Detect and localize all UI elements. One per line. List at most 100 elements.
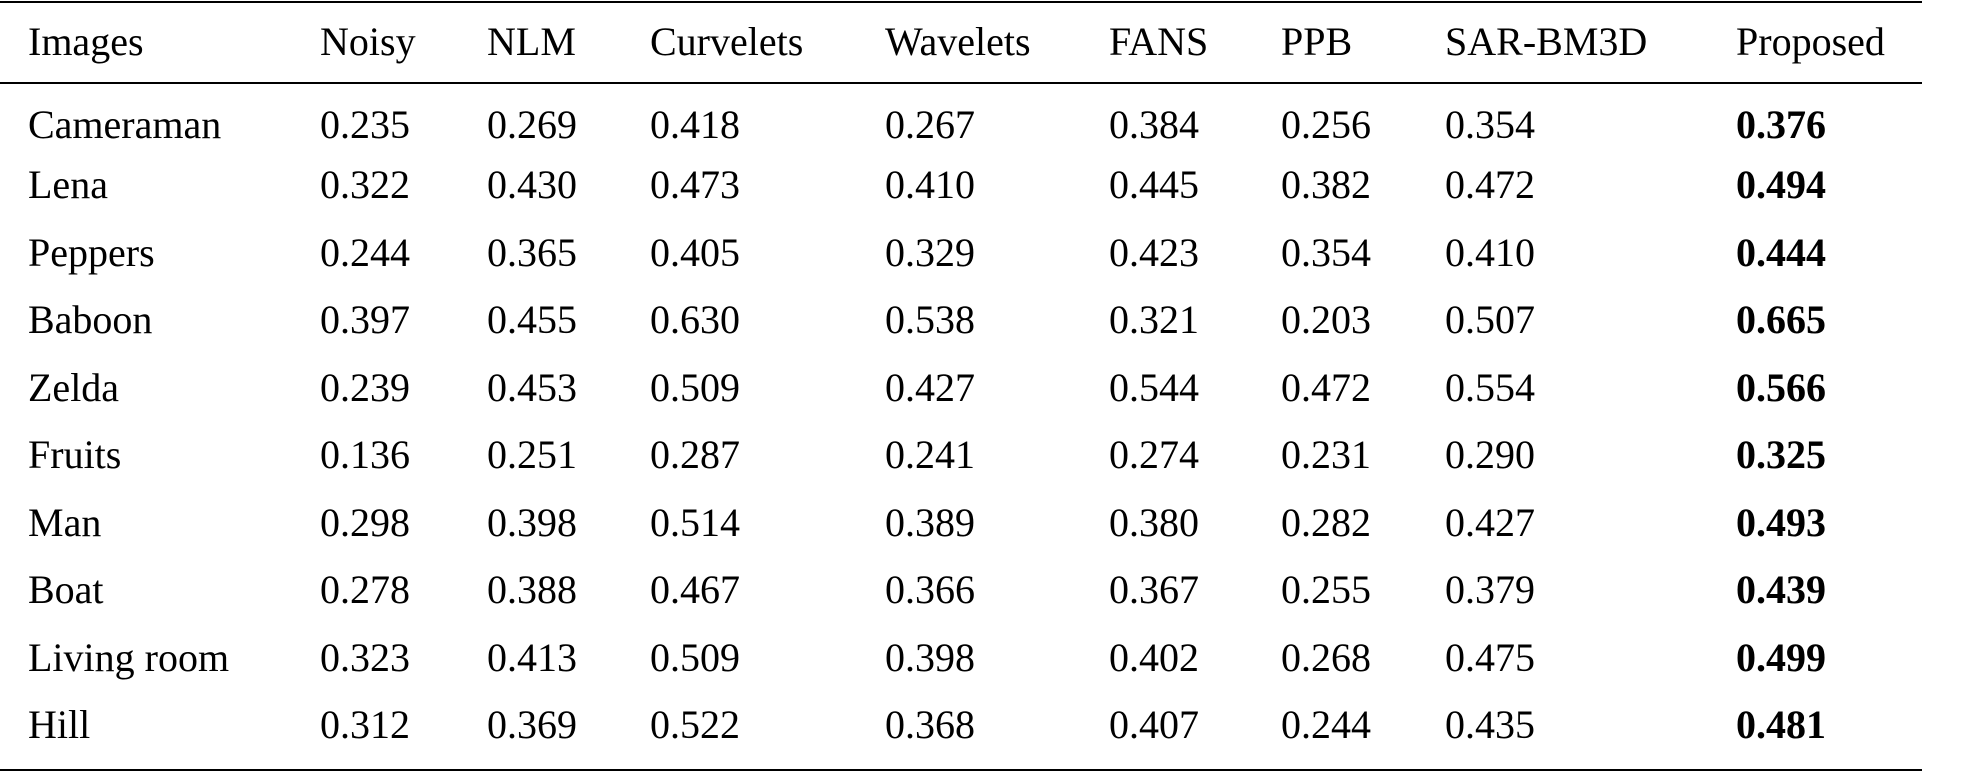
cell-fans: 0.544 — [1109, 364, 1199, 410]
cell-wavelets: 0.366 — [885, 567, 975, 613]
cell-curvelets: 0.418 — [650, 101, 740, 147]
table-header-rule — [0, 82, 1922, 84]
cell-noisy: 0.239 — [320, 364, 410, 410]
cell-nlm: 0.365 — [487, 229, 577, 275]
cell-ppb: 0.256 — [1281, 101, 1371, 147]
cell-proposed: 0.665 — [1736, 297, 1826, 343]
cell-ppb: 0.203 — [1281, 297, 1371, 343]
cell-nlm: 0.251 — [487, 432, 577, 478]
cell-ppb: 0.231 — [1281, 432, 1371, 478]
cell-image-name: Hill — [28, 702, 91, 748]
cell-proposed: 0.325 — [1736, 432, 1826, 478]
cell-fans: 0.423 — [1109, 229, 1199, 275]
cell-curvelets: 0.467 — [650, 567, 740, 613]
cell-fans: 0.402 — [1109, 634, 1199, 680]
header-fans: FANS — [1109, 19, 1209, 64]
table-row: Lena 0.322 0.430 0.473 0.410 0.445 0.382 0.472 0… — [0, 152, 1922, 220]
cell-noisy: 0.235 — [320, 101, 410, 147]
cell-wavelets: 0.389 — [885, 499, 975, 545]
header-sar-bm3d: SAR-BM3D — [1445, 19, 1648, 64]
cell-sar-bm3d: 0.554 — [1445, 364, 1535, 410]
cell-curvelets: 0.514 — [650, 499, 740, 545]
cell-proposed: 0.444 — [1736, 229, 1826, 275]
table-row: Hill 0.312 0.369 0.522 0.368 0.407 0.244 0.435 0… — [0, 692, 1922, 760]
cell-image-name: Man — [28, 499, 102, 545]
header-ppb: PPB — [1281, 19, 1353, 64]
header-images: Images — [28, 19, 144, 64]
table-body: Cameraman 0.235 0.269 0.418 0.267 0.384 0.256 0… — [0, 84, 1922, 759]
cell-fans: 0.367 — [1109, 567, 1199, 613]
cell-ppb: 0.382 — [1281, 162, 1371, 208]
cell-fans: 0.384 — [1109, 101, 1199, 147]
cell-nlm: 0.455 — [487, 297, 577, 343]
cell-proposed: 0.481 — [1736, 702, 1826, 748]
cell-noisy: 0.278 — [320, 567, 410, 613]
cell-image-name: Cameraman — [28, 101, 222, 147]
cell-wavelets: 0.368 — [885, 702, 975, 748]
cell-ppb: 0.472 — [1281, 364, 1371, 410]
cell-curvelets: 0.630 — [650, 297, 740, 343]
cell-ppb: 0.354 — [1281, 229, 1371, 275]
cell-proposed: 0.566 — [1736, 364, 1826, 410]
cell-noisy: 0.136 — [320, 432, 410, 478]
header-nlm: NLM — [487, 19, 576, 64]
cell-image-name: Zelda — [28, 364, 120, 410]
cell-nlm: 0.430 — [487, 162, 577, 208]
table-row: Peppers 0.244 0.365 0.405 0.329 0.423 0.354 0.4… — [0, 219, 1922, 287]
cell-wavelets: 0.267 — [885, 101, 975, 147]
cell-image-name: Living room — [28, 634, 230, 680]
cell-sar-bm3d: 0.507 — [1445, 297, 1535, 343]
header-row: Images Noisy NLM Curvelets Wavelets FANS… — [0, 0, 1922, 84]
cell-curvelets: 0.287 — [650, 432, 740, 478]
cell-curvelets: 0.509 — [650, 634, 740, 680]
cell-sar-bm3d: 0.475 — [1445, 634, 1535, 680]
cell-fans: 0.321 — [1109, 297, 1199, 343]
header-curvelets: Curvelets — [650, 19, 804, 64]
table-row: Fruits 0.136 0.251 0.287 0.241 0.274 0.231 0.29… — [0, 422, 1922, 490]
cell-noisy: 0.323 — [320, 634, 410, 680]
cell-sar-bm3d: 0.290 — [1445, 432, 1535, 478]
cell-nlm: 0.388 — [487, 567, 577, 613]
table-row: Man 0.298 0.398 0.514 0.389 0.380 0.282 0.427 0.… — [0, 489, 1922, 557]
cell-proposed: 0.376 — [1736, 101, 1826, 147]
cell-proposed: 0.439 — [1736, 567, 1826, 613]
cell-sar-bm3d: 0.410 — [1445, 229, 1535, 275]
cell-noisy: 0.322 — [320, 162, 410, 208]
cell-noisy: 0.397 — [320, 297, 410, 343]
table-row: Baboon 0.397 0.455 0.630 0.538 0.321 0.203 0.50… — [0, 287, 1922, 355]
table-header: Images Noisy NLM Curvelets Wavelets FANS… — [0, 0, 1922, 84]
cell-proposed: 0.493 — [1736, 499, 1826, 545]
cell-nlm: 0.453 — [487, 364, 577, 410]
cell-curvelets: 0.522 — [650, 702, 740, 748]
cell-image-name: Baboon — [28, 297, 153, 343]
cell-sar-bm3d: 0.354 — [1445, 101, 1535, 147]
cell-ppb: 0.282 — [1281, 499, 1371, 545]
table-row: Living room 0.323 0.413 0.509 0.398 0.402 0.26… — [0, 624, 1922, 692]
table-bottom-rule — [0, 769, 1922, 771]
cell-curvelets: 0.405 — [650, 229, 740, 275]
cell-wavelets: 0.329 — [885, 229, 975, 275]
cell-curvelets: 0.473 — [650, 162, 740, 208]
cell-noisy: 0.244 — [320, 229, 410, 275]
cell-image-name: Boat — [28, 567, 104, 613]
cell-sar-bm3d: 0.435 — [1445, 702, 1535, 748]
cell-proposed: 0.499 — [1736, 634, 1826, 680]
cell-nlm: 0.398 — [487, 499, 577, 545]
results-table: Images Noisy NLM Curvelets Wavelets FANS… — [0, 0, 1922, 759]
header-wavelets: Wavelets — [885, 19, 1031, 64]
header-proposed: Proposed — [1736, 19, 1885, 64]
cell-wavelets: 0.241 — [885, 432, 975, 478]
header-noisy: Noisy — [320, 19, 416, 64]
cell-fans: 0.445 — [1109, 162, 1199, 208]
cell-nlm: 0.413 — [487, 634, 577, 680]
cell-sar-bm3d: 0.379 — [1445, 567, 1535, 613]
cell-fans: 0.407 — [1109, 702, 1199, 748]
cell-wavelets: 0.410 — [885, 162, 975, 208]
table-top-rule — [0, 1, 1922, 3]
cell-image-name: Peppers — [28, 229, 155, 275]
table-row: Boat 0.278 0.388 0.467 0.366 0.367 0.255 0.379 0… — [0, 557, 1922, 625]
cell-wavelets: 0.538 — [885, 297, 975, 343]
cell-image-name: Lena — [28, 162, 108, 208]
cell-ppb: 0.244 — [1281, 702, 1371, 748]
cell-nlm: 0.369 — [487, 702, 577, 748]
